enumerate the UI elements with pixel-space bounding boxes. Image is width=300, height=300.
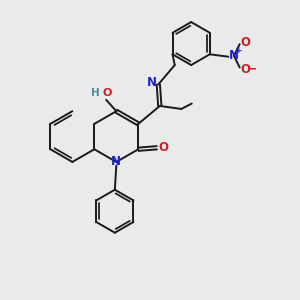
Text: O: O (241, 63, 250, 76)
Text: O: O (102, 88, 112, 98)
Text: N: N (146, 76, 156, 89)
Text: N: N (111, 155, 121, 168)
Text: O: O (158, 141, 168, 154)
Text: −: − (246, 62, 257, 75)
Text: O: O (240, 37, 250, 50)
Text: N: N (229, 49, 239, 62)
Text: +: + (235, 46, 243, 55)
Text: H: H (91, 88, 100, 98)
